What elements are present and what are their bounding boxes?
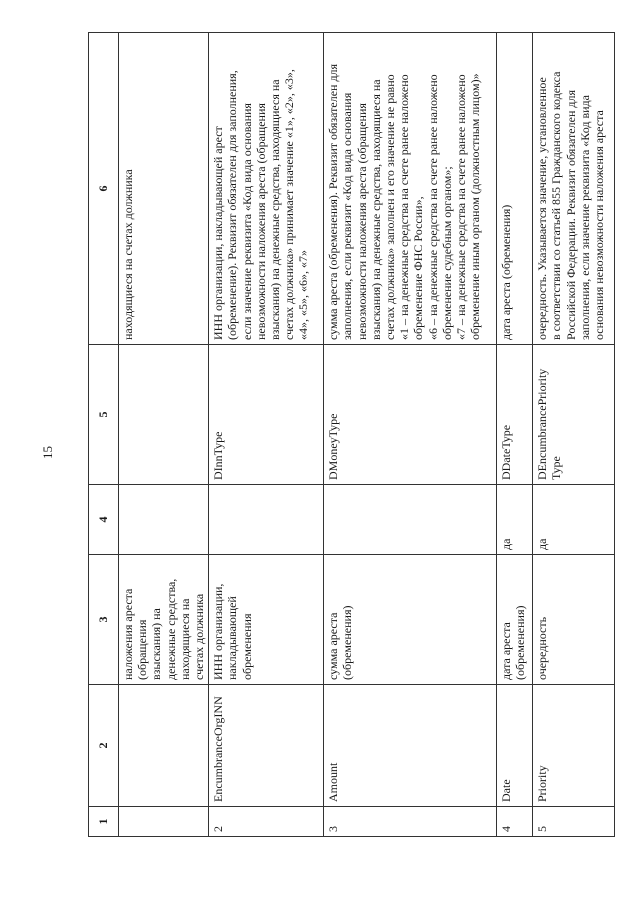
cell-text-line: DDateType bbox=[499, 424, 514, 480]
cell-text-line: (обременения) bbox=[340, 605, 355, 680]
cell-text-line: 3 bbox=[326, 826, 341, 832]
cell-text-line: в соответствии со статьей 855 Гражданско… bbox=[549, 71, 564, 340]
header-cell-element-name: 2 bbox=[88, 684, 119, 807]
cell-text-line: Type bbox=[549, 456, 564, 480]
cell-type: DMoneyType bbox=[323, 344, 497, 485]
cell-text-line: (обращения bbox=[135, 619, 150, 680]
table-row: наложения ареста (обращения взыскания) на д… bbox=[118, 32, 209, 837]
cell-text-line: 5 bbox=[535, 826, 550, 832]
cell-text-line: да bbox=[499, 538, 514, 550]
cell-field-notes: сумма ареста (обременения). Реквизит обя… bbox=[323, 32, 497, 345]
cell-text-line: невозможности наложения ареста (обращени… bbox=[354, 103, 369, 340]
cell-element-description: дата ареста (обременения) bbox=[496, 554, 533, 685]
cell-text-line: взыскания) на bbox=[149, 608, 164, 680]
cell-row-number: 3 bbox=[323, 806, 497, 837]
cell-text-line: ИНН организации, bbox=[211, 583, 226, 680]
cell-text-line: DEncumbrancePriority bbox=[535, 368, 550, 480]
cell-text-line: обременение судебным органом»; bbox=[439, 166, 454, 340]
table-row: 2 EncumbranceOrgINN ИНН организации, наклад… bbox=[208, 32, 324, 837]
cell-text-line: очередность bbox=[535, 616, 550, 680]
header-cell-required-flag: 4 bbox=[88, 484, 119, 555]
cell-text-line: счетах должника bbox=[192, 593, 207, 680]
cell-text-line: обременение ФНС России», bbox=[411, 196, 426, 340]
table-row: 5 Priority очередность да DEncumbrancePriori… bbox=[532, 32, 615, 837]
cell-text-line: очередность. Указывается значение, устан… bbox=[535, 77, 550, 340]
cell-text-line: Priority bbox=[535, 765, 550, 802]
cell-text-line: обременение иным органом (должностным ли… bbox=[468, 73, 483, 340]
cell-text-line: счетах должника» заполнен и его значение… bbox=[383, 74, 398, 340]
cell-element-description: ИНН организации, накладывающей обременения bbox=[208, 554, 324, 685]
cell-field-notes: дата ареста (обременения) bbox=[496, 32, 533, 345]
cell-text-line: да bbox=[535, 538, 550, 550]
cell-element-description: наложения ареста (обращения взыскания) на д… bbox=[118, 554, 209, 685]
cell-required-flag bbox=[208, 484, 324, 555]
cell-text-line: наложения ареста bbox=[121, 588, 135, 680]
cell-type: DInnType bbox=[208, 344, 324, 485]
cell-text-line: (обременение). Реквизит обязателен для з… bbox=[225, 70, 240, 340]
cell-required-flag: да bbox=[496, 484, 533, 555]
cell-text-line: дата ареста (обременения) bbox=[499, 204, 514, 340]
cell-text-line: EncumbranceOrgINN bbox=[211, 696, 226, 802]
cell-required-flag: да bbox=[532, 484, 615, 555]
page-number: 15 bbox=[40, 446, 55, 459]
cell-row-number: 5 bbox=[532, 806, 615, 837]
cell-element-name: Date bbox=[496, 684, 533, 807]
cell-field-notes: ИНН организации, накладывающей арест (обр… bbox=[208, 32, 324, 345]
cell-text-line: сумма ареста (обременения). Реквизит обя… bbox=[326, 63, 341, 340]
cell-text-line: DMoneyType bbox=[326, 413, 341, 480]
cell-text-line: «7 – на денежные средства на счете ранее… bbox=[454, 74, 469, 340]
cell-text-line: денежные средства, bbox=[163, 578, 178, 680]
cell-row-number bbox=[118, 806, 209, 837]
cell-text-line: «6 – на денежные средства на счете ранее… bbox=[425, 74, 440, 340]
cell-text-line: невозможности наложения ареста (обращени… bbox=[253, 103, 268, 340]
header-cell-element-description: 3 bbox=[88, 554, 119, 685]
cell-text-line: взыскания) на денежные средства, находящ… bbox=[368, 79, 383, 340]
cell-text-line: ИНН организации, накладывающей арест bbox=[211, 126, 226, 340]
cell-element-name bbox=[118, 684, 209, 807]
cell-element-description: сумма ареста (обременения) bbox=[323, 554, 497, 685]
cell-text-line: основания невозможности наложения ареста bbox=[592, 110, 607, 340]
table-row: 4 Date дата ареста (обременения) да DDateType… bbox=[496, 32, 533, 837]
cell-row-number: 4 bbox=[496, 806, 533, 837]
cell-required-flag bbox=[118, 484, 209, 555]
cell-text-line: Date bbox=[499, 779, 514, 802]
cell-text-line: Российской Федерации. Реквизит обязателе… bbox=[563, 90, 578, 340]
field-spec-table: 1 2 3 4 5 6 наложения ареста (обращения взыскани… bbox=[88, 32, 615, 837]
cell-type: DEncumbrancePriority Type bbox=[532, 344, 615, 485]
cell-text-line: если значение реквизита «Код вида основа… bbox=[239, 103, 254, 340]
cell-text-line: находящиеся на счетах должника bbox=[121, 169, 135, 340]
table-row: 3 Amount сумма ареста (обременения) DMoneyTy… bbox=[323, 32, 497, 837]
cell-element-description: очередность bbox=[532, 554, 615, 685]
cell-row-number: 2 bbox=[208, 806, 324, 837]
cell-required-flag bbox=[323, 484, 497, 555]
cell-text-line: заполнения, если реквизит «Код вида осно… bbox=[340, 92, 355, 340]
cell-text-line: накладывающей bbox=[225, 596, 240, 680]
cell-element-name: Priority bbox=[532, 684, 615, 807]
cell-text-line: Amount bbox=[326, 762, 341, 802]
cell-text-line: (обременения) bbox=[513, 605, 528, 680]
cell-element-name: Amount bbox=[323, 684, 497, 807]
cell-text-line: 4 bbox=[499, 826, 514, 832]
cell-text-line: сумма ареста bbox=[326, 612, 341, 680]
cell-field-notes: находящиеся на счетах должника bbox=[118, 32, 209, 345]
cell-text-line: «1 – на денежные средства на счете ранее… bbox=[397, 74, 412, 340]
header-cell-type: 5 bbox=[88, 344, 119, 485]
cell-text-line: DInnType bbox=[211, 431, 226, 480]
header-cell-field-notes: 6 bbox=[88, 32, 119, 345]
header-cell-row-number: 1 bbox=[88, 806, 119, 837]
cell-text-line: счетах должника» принимает значение «1»,… bbox=[282, 69, 297, 340]
cell-text-line: 2 bbox=[211, 826, 226, 832]
cell-field-notes: очередность. Указывается значение, устан… bbox=[532, 32, 615, 345]
cell-text-line: взыскания) на денежные средства, находящ… bbox=[268, 79, 283, 340]
cell-type: DDateType bbox=[496, 344, 533, 485]
cell-text-line: заполнения, если значение реквизита «Код… bbox=[577, 95, 592, 340]
cell-text-line: дата ареста bbox=[499, 622, 514, 680]
cell-element-name: EncumbranceOrgINN bbox=[208, 684, 324, 807]
cell-text-line: обременения bbox=[239, 613, 254, 680]
cell-text-line: находящиеся на bbox=[177, 598, 192, 680]
cell-type bbox=[118, 344, 209, 485]
cell-text-line: «4», «5», «6», «7» bbox=[296, 250, 311, 340]
